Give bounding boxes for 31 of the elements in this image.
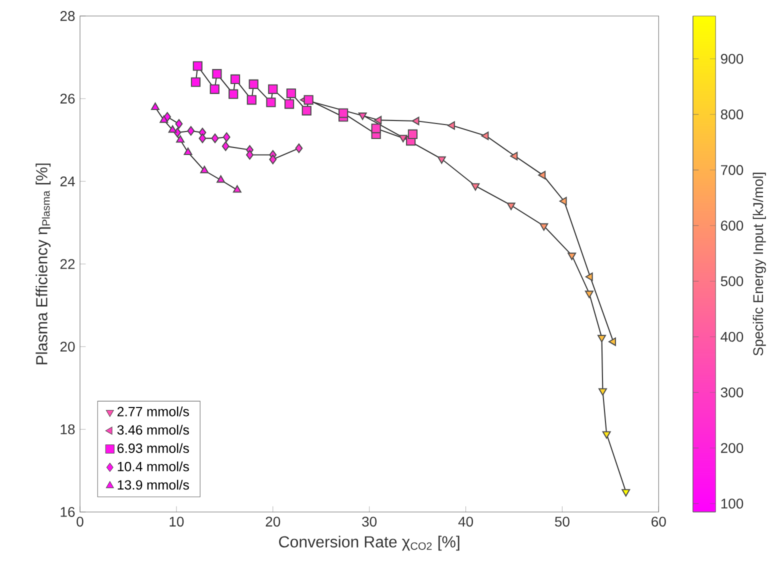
color-bar-label: 100 xyxy=(721,498,744,509)
legend-label: 6.93 mmol/s xyxy=(118,443,189,453)
color-bar-label: 700 xyxy=(721,165,744,175)
x-tick-label: 40 xyxy=(458,516,474,527)
x-tick-label: 30 xyxy=(362,516,377,527)
color-bar-label: 900 xyxy=(720,54,744,64)
y-axis-title: Plasma Efficiency η$_{Plasma}$ [%] xyxy=(36,164,51,364)
x-tick-label: 0 xyxy=(76,516,84,527)
color-bar-label: 400 xyxy=(720,332,744,342)
x-axis-title: Conversion Rate χ$_{CO2}$ [%] xyxy=(279,536,460,551)
color-bar-label: 200 xyxy=(721,443,744,453)
legend-label: 2.77 mmol/s xyxy=(118,406,189,416)
y-tick-label: 22 xyxy=(60,259,75,269)
color-bar-label: 800 xyxy=(720,109,744,120)
y-tick-label: 20 xyxy=(60,342,75,352)
x-tick-label: 60 xyxy=(652,516,666,527)
legend-label: 3.46 mmol/s xyxy=(117,424,189,435)
x-tick-label: 50 xyxy=(554,516,570,527)
color-bar-label: 600 xyxy=(721,220,744,231)
x-tick-label: 10 xyxy=(170,516,184,527)
legend-label: 13.9 mmol/s xyxy=(118,480,189,490)
y-tick-label: 16 xyxy=(60,507,75,517)
y-tick-label: 18 xyxy=(60,424,75,434)
color-bar-label: 300 xyxy=(720,387,744,398)
y-tick-label: 28 xyxy=(60,11,75,21)
y-tick-label: 24 xyxy=(60,176,75,186)
color-bar-label: 500 xyxy=(720,276,744,286)
legend-label: 10.4 mmol/s xyxy=(118,462,189,472)
x-tick-label: 20 xyxy=(266,516,280,527)
y-tick-label: 26 xyxy=(60,94,75,104)
color-bar-title: Specific Energy Input [kJ/mol] xyxy=(752,172,766,356)
